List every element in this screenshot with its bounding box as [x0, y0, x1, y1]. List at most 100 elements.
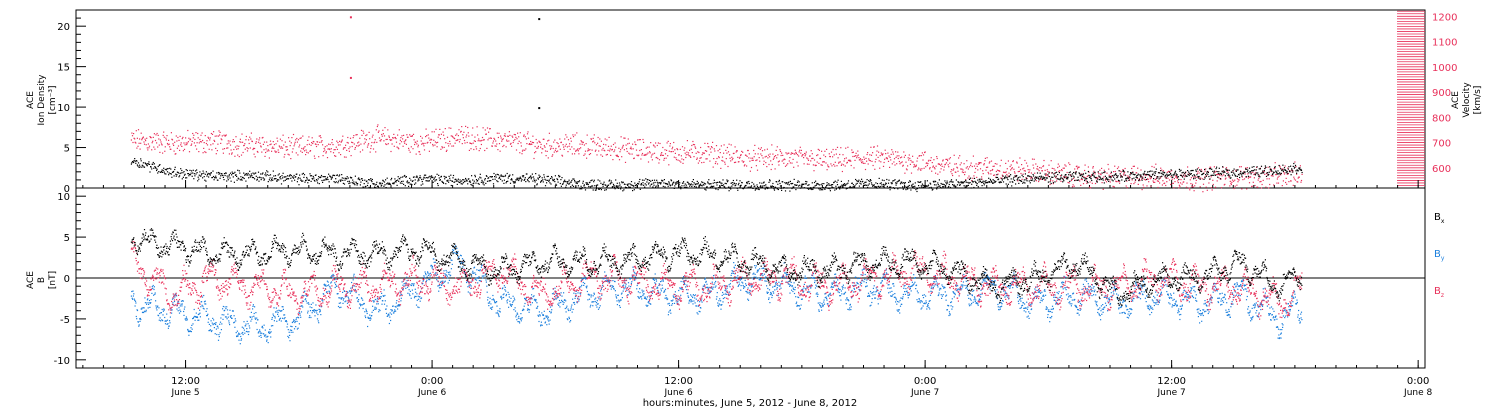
x-tick-date-label: June 7 — [1157, 388, 1186, 398]
density-series-point — [157, 169, 158, 170]
velocity-series-point — [1177, 178, 1178, 179]
density-series-point — [541, 180, 542, 181]
density-series-point — [266, 175, 267, 176]
density-series-point — [266, 170, 267, 171]
density-series-point — [1083, 173, 1084, 174]
velocity-series-point — [547, 140, 548, 141]
velocity-series-point — [763, 164, 764, 165]
density-series-point — [207, 174, 208, 175]
velocity-series-point — [1237, 178, 1238, 179]
velocity-series-point — [812, 158, 813, 159]
by-series-point — [137, 310, 138, 311]
density-series-point — [342, 177, 343, 178]
velocity-series-point — [282, 148, 283, 149]
velocity-series-point — [833, 164, 834, 165]
by-series-point — [241, 340, 242, 341]
density-series-point — [921, 185, 922, 186]
velocity-series-point — [1044, 180, 1045, 181]
density-series-point — [1239, 177, 1240, 178]
density-series-point — [1206, 176, 1207, 177]
density-series-point — [712, 186, 713, 187]
velocity-series-point — [444, 138, 445, 139]
velocity-series-point — [611, 146, 612, 147]
density-series-point — [576, 182, 577, 183]
velocity-series-point — [1080, 185, 1081, 186]
velocity-series-point — [568, 139, 569, 140]
velocity-series-point — [704, 143, 705, 144]
velocity-series-point — [420, 136, 421, 137]
density-series-point — [1172, 177, 1173, 178]
velocity-series-point — [693, 144, 694, 145]
velocity-series-point — [148, 143, 149, 144]
density-series-point — [1032, 178, 1033, 179]
velocity-series-point — [547, 151, 548, 152]
velocity-series-point — [553, 142, 554, 143]
density-series-point — [1302, 172, 1303, 173]
velocity-series-point — [735, 162, 736, 163]
velocity-series-point — [798, 165, 799, 166]
density-series-point — [730, 187, 731, 188]
by-series-point — [199, 313, 200, 314]
velocity-series-point — [716, 158, 717, 159]
density-series-point — [445, 183, 446, 184]
by-series-point — [131, 296, 132, 297]
density-series-point — [508, 177, 509, 178]
density-series-point — [249, 171, 250, 172]
velocity-series-point — [1138, 184, 1139, 185]
velocity-series-point — [614, 149, 615, 150]
velocity-series-point — [651, 155, 652, 156]
velocity-series-point — [223, 135, 224, 136]
by-series-point — [244, 330, 245, 331]
velocity-series-point — [750, 171, 751, 172]
velocity-series-point — [674, 157, 675, 158]
by-series-point — [192, 329, 193, 330]
velocity-series-point — [576, 150, 577, 151]
density-series-point — [641, 184, 642, 185]
velocity-series-point — [294, 145, 295, 146]
density-series-point — [506, 181, 507, 182]
velocity-series-point — [877, 145, 878, 146]
density-series-point — [353, 183, 354, 184]
velocity-series-point — [238, 148, 239, 149]
velocity-series-point — [970, 165, 971, 166]
velocity-series-point — [1043, 165, 1044, 166]
velocity-series-point — [426, 135, 427, 136]
density-series-point — [272, 180, 273, 181]
density-series-point — [630, 184, 631, 185]
velocity-series-point — [1005, 163, 1006, 164]
velocity-series-point — [1034, 159, 1035, 160]
velocity-series-point — [133, 133, 134, 134]
by-series-point — [251, 319, 252, 320]
density-series-point — [1203, 179, 1204, 180]
velocity-series-point — [154, 149, 155, 150]
velocity-series-point — [404, 141, 405, 142]
velocity-series-point — [233, 139, 234, 140]
density-series-point — [1137, 175, 1138, 176]
velocity-series-point — [610, 148, 611, 149]
density-series-point — [1281, 173, 1282, 174]
density-series-point — [881, 182, 882, 183]
velocity-series-point — [1142, 189, 1143, 190]
velocity-series-point — [475, 146, 476, 147]
density-series-point — [525, 177, 526, 178]
velocity-series-point — [354, 143, 355, 144]
velocity-series-point — [413, 134, 414, 135]
density-series-point — [1132, 172, 1133, 173]
velocity-series-point — [376, 129, 377, 130]
velocity-series-point — [919, 155, 920, 156]
velocity-series-point — [852, 152, 853, 153]
density-series-point — [304, 182, 305, 183]
velocity-series-point — [290, 158, 291, 159]
density-series-point — [844, 183, 845, 184]
density-series-point — [1069, 172, 1070, 173]
by-series-point — [241, 338, 242, 339]
density-series-point — [140, 158, 141, 159]
density-series-point — [1258, 174, 1259, 175]
velocity-series-point — [731, 144, 732, 145]
density-series-point — [649, 180, 650, 181]
density-series-point — [683, 181, 684, 182]
velocity-series-point — [1186, 183, 1187, 184]
density-series-point — [1251, 170, 1252, 171]
density-series-point — [1203, 173, 1204, 174]
density-series-point — [1234, 174, 1235, 175]
